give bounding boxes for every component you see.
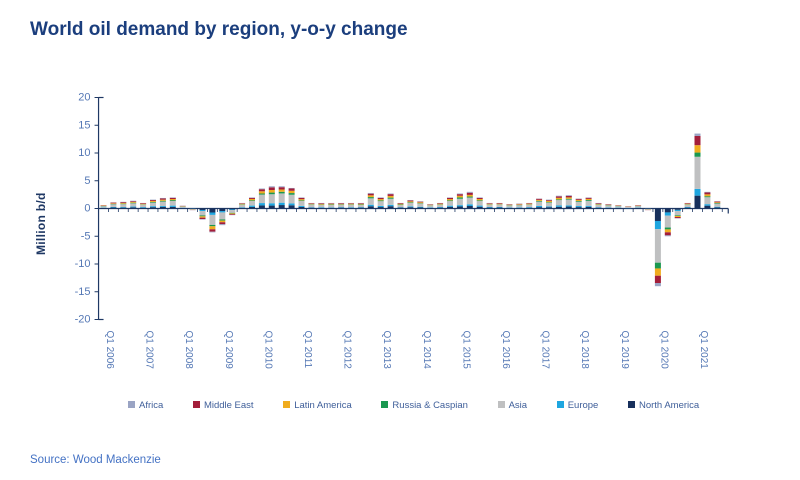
svg-text:Q1 2014: Q1 2014 bbox=[421, 331, 432, 370]
svg-text:Q1 2018: Q1 2018 bbox=[579, 331, 590, 370]
svg-text:Q1 2015: Q1 2015 bbox=[460, 331, 471, 370]
svg-text:Q1 2016: Q1 2016 bbox=[500, 331, 511, 370]
svg-text:10: 10 bbox=[78, 147, 90, 159]
svg-text:15: 15 bbox=[78, 119, 90, 131]
svg-text:Q1 2021: Q1 2021 bbox=[698, 331, 709, 370]
svg-text:20: 20 bbox=[78, 92, 90, 104]
svg-text:Q1 2009: Q1 2009 bbox=[223, 331, 234, 370]
svg-text:5: 5 bbox=[84, 175, 90, 187]
svg-text:Q1 2006: Q1 2006 bbox=[104, 331, 115, 370]
svg-text:Q1 2010: Q1 2010 bbox=[262, 331, 273, 370]
svg-text:Q1 2011: Q1 2011 bbox=[302, 331, 313, 369]
svg-text:Q1 2008: Q1 2008 bbox=[183, 331, 194, 370]
svg-text:-5: -5 bbox=[81, 230, 91, 242]
svg-text:Q1 2020: Q1 2020 bbox=[658, 331, 669, 370]
svg-text:-10: -10 bbox=[75, 258, 91, 270]
svg-text:Q1 2013: Q1 2013 bbox=[381, 331, 392, 370]
svg-text:Q1 2007: Q1 2007 bbox=[144, 331, 155, 370]
svg-text:Q1 2019: Q1 2019 bbox=[619, 331, 630, 370]
svg-text:-15: -15 bbox=[75, 286, 91, 298]
svg-text:0: 0 bbox=[84, 203, 90, 215]
svg-text:Q1 2012: Q1 2012 bbox=[342, 331, 353, 370]
svg-text:-20: -20 bbox=[75, 314, 91, 326]
svg-text:Q1 2017: Q1 2017 bbox=[540, 331, 551, 370]
